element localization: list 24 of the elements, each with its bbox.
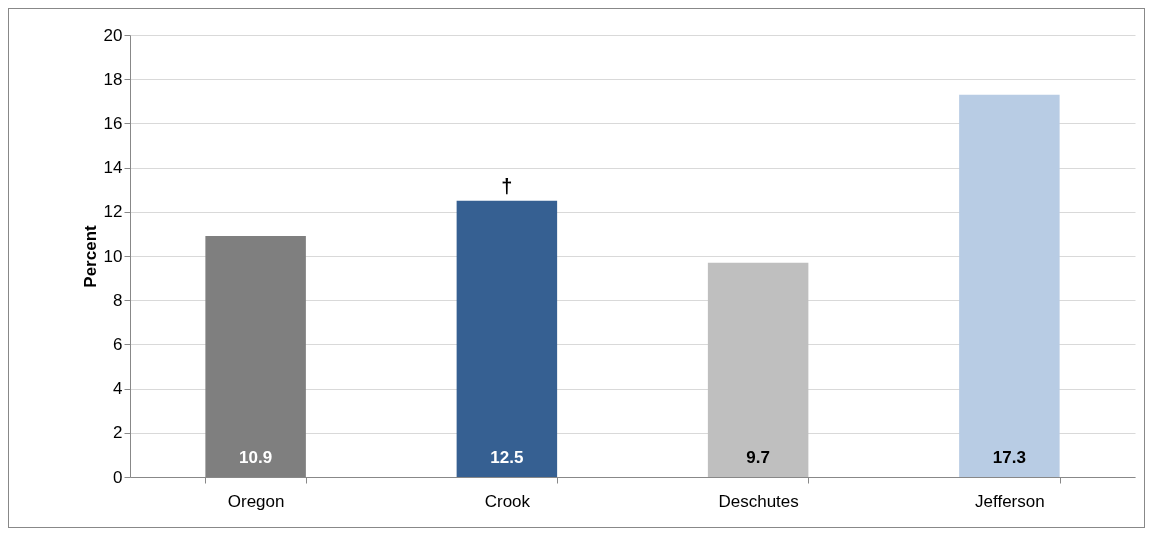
y-tick-label: 14 [103,158,123,178]
data-label: 17.3 [992,448,1026,467]
y-tick-label: 0 [113,467,123,487]
y-tick-label: 4 [113,379,123,399]
y-tick-label: 10 [103,246,123,266]
data-label: 10.9 [239,448,273,467]
y-axis-title: Percent [80,224,100,288]
y-tick-label: 16 [103,113,123,133]
data-label: 12.5 [490,448,524,467]
x-tick-label: Oregon [227,491,285,511]
data-label: 9.7 [746,448,770,467]
annotation: † [501,174,513,197]
bar [959,94,1060,477]
bar [456,200,558,477]
bar [707,262,809,477]
x-tick-label: Jefferson [975,491,1045,511]
y-tick-label: 12 [103,202,123,222]
y-tick-label: 6 [113,334,123,354]
y-tick-label: 2 [113,423,123,443]
x-tick-label: Crook [484,491,531,511]
y-tick-label: 8 [113,290,123,310]
x-tick-label: Deschutes [718,491,799,511]
y-tick-label: 20 [103,25,123,45]
y-tick-label: 18 [103,69,123,89]
